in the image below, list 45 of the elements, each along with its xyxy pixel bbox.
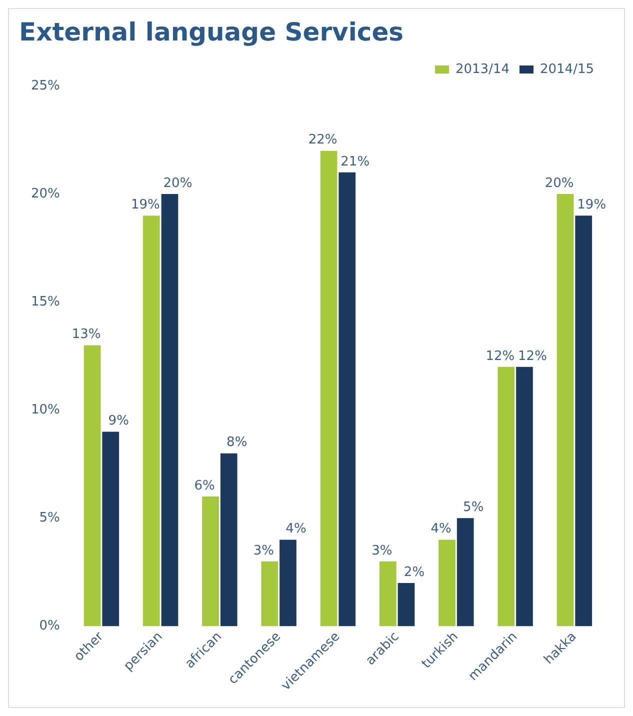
bar <box>556 194 574 626</box>
bar <box>142 216 160 626</box>
bar <box>438 540 456 626</box>
y-tick-label: 15% <box>30 294 60 310</box>
data-label: 2% <box>404 564 425 580</box>
bar <box>261 561 278 626</box>
bar <box>516 366 533 626</box>
data-label: 12% <box>518 348 547 364</box>
data-label: 19% <box>130 198 160 213</box>
legend-label: 2013/14 <box>455 62 510 77</box>
data-label: 4% <box>286 522 306 537</box>
data-label: 8% <box>226 435 248 450</box>
data-label: 9% <box>108 414 129 429</box>
bar <box>338 172 356 626</box>
y-tick-label: 10% <box>30 402 60 418</box>
data-label: 5% <box>463 500 484 516</box>
bar <box>102 432 120 626</box>
y-tick-label: 20% <box>30 186 60 202</box>
legend-label: 2014/15 <box>540 62 594 77</box>
data-label: 4% <box>430 522 452 537</box>
data-label: 20% <box>544 176 574 191</box>
data-label: 13% <box>72 327 101 342</box>
bar <box>398 582 415 626</box>
bar <box>202 496 219 626</box>
bar <box>320 150 338 626</box>
bar <box>498 366 515 626</box>
bar <box>161 194 178 626</box>
bar <box>379 561 396 626</box>
bar <box>280 540 296 626</box>
data-label: 6% <box>194 478 215 494</box>
data-label: 20% <box>163 176 192 191</box>
bar <box>84 345 101 626</box>
y-tick-label: 0% <box>39 618 60 634</box>
data-label: 19% <box>577 198 606 213</box>
y-tick-label: 25% <box>30 78 60 94</box>
data-label: 3% <box>253 543 274 558</box>
bar <box>220 453 238 626</box>
data-label: 21% <box>340 154 370 170</box>
bar <box>456 518 474 626</box>
y-tick-label: 5% <box>39 510 60 526</box>
data-label: 3% <box>372 543 392 558</box>
bar <box>575 216 592 626</box>
data-label: 12% <box>486 348 515 364</box>
data-label: 22% <box>308 132 338 148</box>
chart-title: External language Services <box>19 18 404 46</box>
